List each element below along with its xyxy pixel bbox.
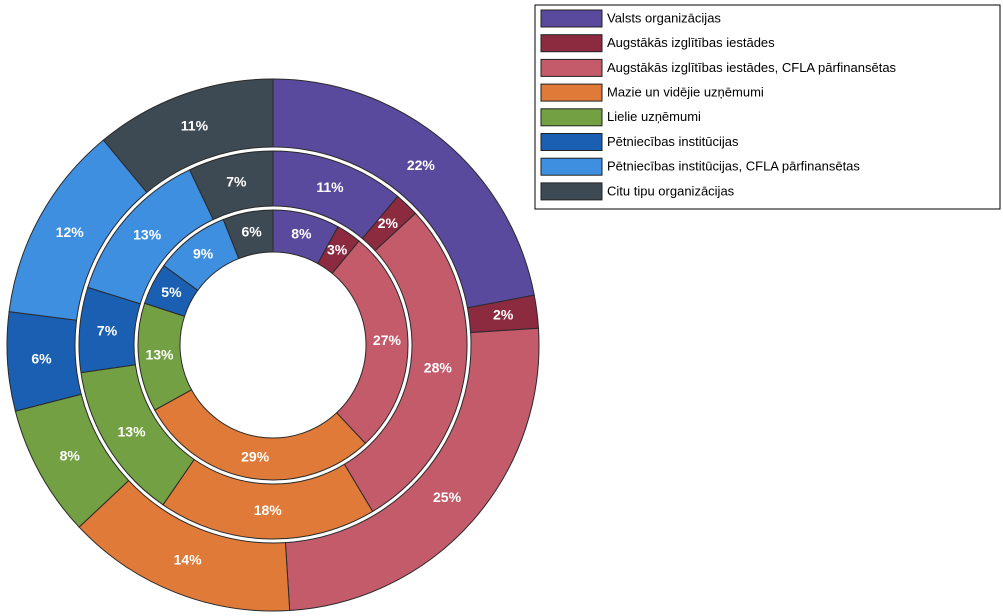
donut: 22% 2% 25% 14% 8% 6% 12% 11% 11% 2% 28% 18% 13% 7% 13%…: [6, 78, 540, 612]
legend-swatch: [540, 157, 603, 176]
legend-swatch: [540, 9, 603, 28]
data-label: 13%: [133, 227, 162, 243]
data-label: 11%: [181, 117, 209, 133]
legend-box: [534, 4, 1001, 210]
data-label: 14%: [174, 551, 203, 567]
data-label: 7%: [97, 323, 118, 339]
legend-label: Pētniecības institūcijas: [607, 134, 739, 149]
data-label: 7%: [226, 173, 247, 189]
legend-swatch: [540, 34, 603, 53]
data-label: 6%: [242, 224, 263, 240]
data-label: 29%: [241, 448, 270, 464]
legend-label: Lielie uzņēmumi: [607, 109, 701, 124]
legend-swatch: [540, 83, 603, 102]
legend-swatch: [540, 58, 603, 77]
ring-segment: [102, 78, 274, 194]
legend-label: Augstākās izglītības iestādes: [607, 35, 775, 50]
data-label: 13%: [118, 423, 147, 439]
legend-label: Pētniecības institūcijas, CFLA pārfinans…: [607, 159, 860, 174]
legend-swatch: [540, 182, 603, 201]
data-label: 8%: [291, 225, 312, 241]
data-label: 27%: [373, 332, 402, 348]
data-label: 25%: [433, 489, 462, 505]
data-label: 28%: [424, 359, 453, 375]
legend-label: Citu tipu organizācijas: [607, 183, 735, 198]
data-label: 8%: [60, 447, 81, 463]
data-label: 5%: [161, 284, 182, 300]
legend-label: Mazie un vidējie uzņēmumi: [607, 85, 764, 100]
legend: Valsts organizācijas Augstākās izglītības…: [534, 4, 1001, 210]
data-label: 6%: [31, 350, 52, 366]
data-label: 11%: [316, 179, 344, 195]
data-label: 13%: [145, 346, 174, 362]
ring-segment: [222, 209, 274, 260]
data-label: 12%: [56, 224, 85, 240]
legend-swatch: [540, 133, 603, 151]
legend-swatch: [540, 108, 603, 127]
legend-label: Valsts organizācijas: [607, 10, 721, 25]
ring-segment: [188, 150, 274, 221]
legend-label: Augstākās izglītības iestādes, CFLA pārf…: [607, 60, 897, 75]
data-label: 2%: [493, 307, 514, 323]
data-label: 3%: [327, 241, 348, 257]
data-label: 22%: [407, 157, 436, 173]
data-label: 2%: [378, 215, 399, 231]
data-label: 9%: [193, 246, 214, 262]
data-label: 18%: [254, 502, 283, 518]
